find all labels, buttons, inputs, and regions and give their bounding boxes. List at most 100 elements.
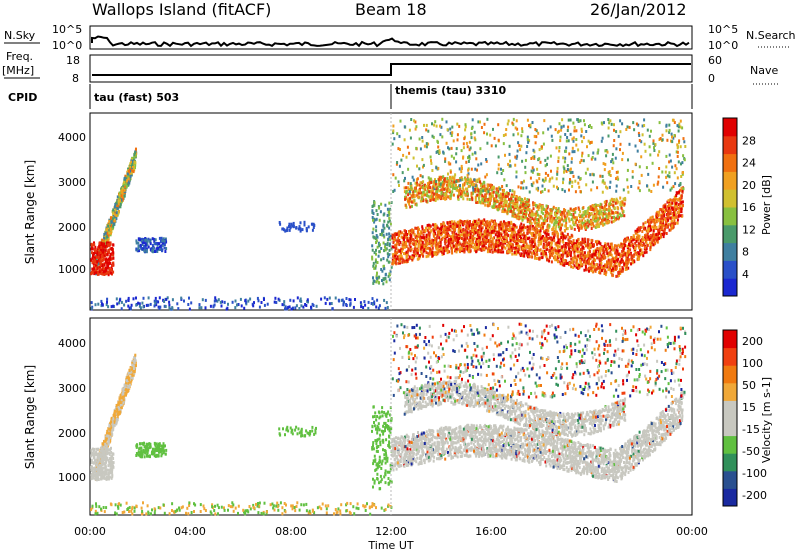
data-point xyxy=(602,252,605,256)
data-point xyxy=(105,257,108,261)
data-point xyxy=(176,302,179,306)
data-point xyxy=(341,298,344,302)
data-point xyxy=(610,209,613,213)
data-point xyxy=(598,263,601,267)
data-point xyxy=(104,272,107,276)
data-point xyxy=(573,246,576,250)
data-point xyxy=(491,250,494,254)
data-point xyxy=(603,222,606,226)
data-point xyxy=(400,231,403,235)
data-point xyxy=(678,197,681,201)
data-point xyxy=(588,259,590,263)
data-point xyxy=(475,187,478,191)
data-point xyxy=(486,183,489,187)
data-point xyxy=(474,196,477,200)
data-point xyxy=(163,300,166,303)
data-point xyxy=(461,193,464,197)
data-point xyxy=(398,243,401,247)
data-point xyxy=(426,243,429,247)
data-point xyxy=(102,270,105,274)
data-point xyxy=(578,250,581,254)
data-point xyxy=(620,206,623,210)
data-point xyxy=(433,229,436,233)
data-point xyxy=(538,214,541,218)
data-point xyxy=(436,230,439,234)
data-point xyxy=(499,192,502,196)
data-point xyxy=(644,245,647,249)
data-point xyxy=(435,227,438,231)
data-point xyxy=(388,201,391,205)
cpid-label: CPID xyxy=(8,91,37,104)
data-point xyxy=(134,163,137,167)
data-point xyxy=(551,232,554,236)
data-point xyxy=(144,238,147,242)
data-point xyxy=(470,235,473,239)
data-point xyxy=(115,214,118,218)
data-point xyxy=(602,248,605,252)
data-point xyxy=(427,194,430,198)
data-point xyxy=(596,247,599,251)
data-point xyxy=(617,262,620,266)
data-point xyxy=(183,299,185,303)
data-point xyxy=(528,229,531,233)
data-point xyxy=(531,240,534,244)
data-point xyxy=(102,248,105,252)
data-point xyxy=(122,197,124,201)
data-point xyxy=(283,303,286,307)
data-point xyxy=(436,226,439,230)
data-point xyxy=(465,236,468,240)
data-point xyxy=(480,242,483,246)
data-point xyxy=(493,248,496,252)
data-point xyxy=(405,186,408,190)
data-point xyxy=(460,220,463,224)
data-point xyxy=(612,248,615,252)
data-point xyxy=(425,226,427,230)
nsky-axis-bottom-right: 10^0 xyxy=(708,39,738,52)
data-point xyxy=(387,274,390,278)
data-point xyxy=(541,256,544,260)
data-point xyxy=(403,243,406,246)
data-point xyxy=(548,255,551,259)
data-point xyxy=(564,259,567,263)
data-point xyxy=(566,254,569,258)
data-point xyxy=(468,224,470,228)
data-point xyxy=(388,213,391,217)
data-point xyxy=(680,210,683,214)
data-point xyxy=(431,246,434,250)
data-point xyxy=(458,192,461,196)
data-point xyxy=(388,278,391,282)
data-point xyxy=(591,260,594,264)
data-point xyxy=(576,216,578,220)
data-point xyxy=(455,188,458,192)
data-point xyxy=(522,228,525,232)
data-point xyxy=(540,205,543,209)
data-point xyxy=(501,199,504,203)
data-point xyxy=(639,248,642,252)
data-point xyxy=(628,243,630,246)
data-point xyxy=(388,235,391,239)
data-point xyxy=(412,238,415,242)
data-point xyxy=(669,209,672,213)
data-point xyxy=(680,207,683,211)
data-point xyxy=(464,228,467,232)
data-point xyxy=(528,255,531,259)
data-point xyxy=(296,296,299,300)
data-point xyxy=(380,258,383,262)
data-point xyxy=(389,238,392,241)
data-point xyxy=(112,304,115,308)
data-point xyxy=(106,228,109,232)
data-point xyxy=(330,302,333,305)
data-point xyxy=(455,232,458,236)
data-point xyxy=(510,209,513,213)
data-point xyxy=(609,245,612,249)
data-point xyxy=(586,254,589,258)
data-point xyxy=(647,227,650,231)
data-point xyxy=(453,235,456,239)
data-point xyxy=(112,270,115,274)
data-point xyxy=(615,265,618,269)
data-point xyxy=(529,220,532,223)
data-point xyxy=(428,252,431,256)
data-point xyxy=(441,193,444,197)
data-point xyxy=(468,180,471,184)
data-point xyxy=(486,250,489,254)
